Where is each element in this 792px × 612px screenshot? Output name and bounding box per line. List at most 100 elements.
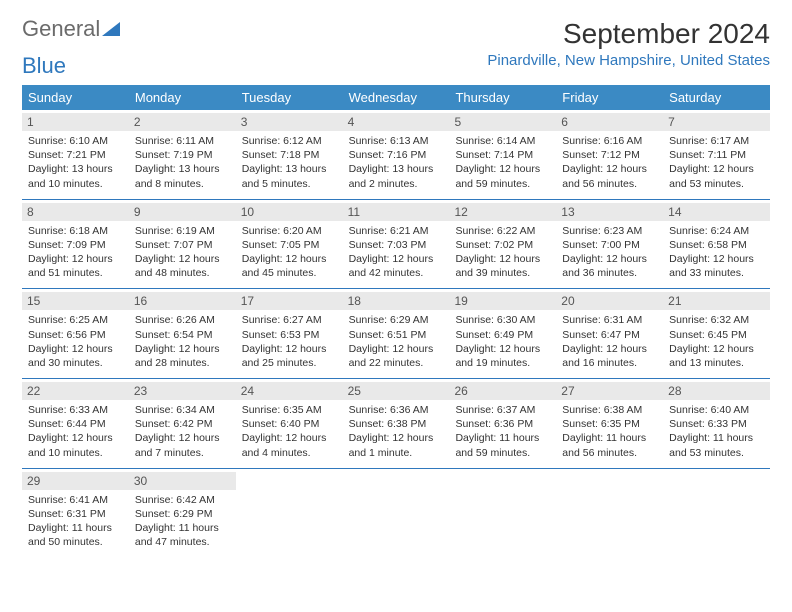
sun-line: Daylight: 12 hours [135,431,230,445]
sun-line: Sunrise: 6:21 AM [349,224,444,238]
sun-line: Daylight: 12 hours [562,162,657,176]
empty-cell [236,469,343,558]
day-number: 3 [236,113,343,131]
sun-line: Sunrise: 6:33 AM [28,403,123,417]
sun-line: Daylight: 12 hours [455,342,550,356]
day-cell: 6Sunrise: 6:16 AMSunset: 7:12 PMDaylight… [556,110,663,199]
day-header: Tuesday [236,85,343,110]
sun-line: Daylight: 13 hours [135,162,230,176]
sun-line: and 36 minutes. [562,266,657,280]
day-number: 11 [343,203,450,221]
sun-line: and 4 minutes. [242,446,337,460]
sun-line: Sunset: 6:42 PM [135,417,230,431]
day-cell: 20Sunrise: 6:31 AMSunset: 6:47 PMDayligh… [556,289,663,378]
week-row: 29Sunrise: 6:41 AMSunset: 6:31 PMDayligh… [22,469,770,558]
sun-line: Sunrise: 6:19 AM [135,224,230,238]
day-number: 7 [663,113,770,131]
day-number: 13 [556,203,663,221]
sun-line: Sunset: 7:21 PM [28,148,123,162]
empty-cell [663,469,770,558]
sun-line: and 39 minutes. [455,266,550,280]
sun-line: Sunrise: 6:35 AM [242,403,337,417]
sun-line: and 7 minutes. [135,446,230,460]
sun-line: and 53 minutes. [669,177,764,191]
day-cell: 18Sunrise: 6:29 AMSunset: 6:51 PMDayligh… [343,289,450,378]
day-cell: 2Sunrise: 6:11 AMSunset: 7:19 PMDaylight… [129,110,236,199]
sun-line: Sunrise: 6:29 AM [349,313,444,327]
day-cell: 12Sunrise: 6:22 AMSunset: 7:02 PMDayligh… [449,200,556,289]
day-cell: 9Sunrise: 6:19 AMSunset: 7:07 PMDaylight… [129,200,236,289]
sun-line: and 16 minutes. [562,356,657,370]
day-cell: 23Sunrise: 6:34 AMSunset: 6:42 PMDayligh… [129,379,236,468]
sun-line: Sunrise: 6:31 AM [562,313,657,327]
day-cell: 16Sunrise: 6:26 AMSunset: 6:54 PMDayligh… [129,289,236,378]
day-number: 26 [449,382,556,400]
day-header: Friday [556,85,663,110]
sun-line: Sunrise: 6:22 AM [455,224,550,238]
day-cell: 27Sunrise: 6:38 AMSunset: 6:35 PMDayligh… [556,379,663,468]
day-header-row: SundayMondayTuesdayWednesdayThursdayFrid… [22,85,770,110]
sun-line: Sunrise: 6:14 AM [455,134,550,148]
day-number: 20 [556,292,663,310]
sun-line: Sunrise: 6:17 AM [669,134,764,148]
day-cell: 10Sunrise: 6:20 AMSunset: 7:05 PMDayligh… [236,200,343,289]
week-row: 15Sunrise: 6:25 AMSunset: 6:56 PMDayligh… [22,289,770,379]
sun-line: and 59 minutes. [455,177,550,191]
sun-line: Sunrise: 6:20 AM [242,224,337,238]
day-cell: 14Sunrise: 6:24 AMSunset: 6:58 PMDayligh… [663,200,770,289]
day-number: 28 [663,382,770,400]
month-title: September 2024 [487,18,770,50]
sun-line: Sunset: 7:09 PM [28,238,123,252]
day-number: 19 [449,292,556,310]
sun-line: Sunrise: 6:32 AM [669,313,764,327]
sun-line: Sunset: 7:03 PM [349,238,444,252]
sun-line: Daylight: 12 hours [669,252,764,266]
day-number: 12 [449,203,556,221]
sun-line: Sunset: 7:18 PM [242,148,337,162]
day-number: 1 [22,113,129,131]
empty-cell [343,469,450,558]
day-cell: 19Sunrise: 6:30 AMSunset: 6:49 PMDayligh… [449,289,556,378]
sun-line: Sunrise: 6:23 AM [562,224,657,238]
week-row: 22Sunrise: 6:33 AMSunset: 6:44 PMDayligh… [22,379,770,469]
sun-line: Sunrise: 6:38 AM [562,403,657,417]
day-number: 24 [236,382,343,400]
sun-line: Daylight: 12 hours [562,252,657,266]
sun-line: and 10 minutes. [28,177,123,191]
sun-line: and 45 minutes. [242,266,337,280]
day-cell: 29Sunrise: 6:41 AMSunset: 6:31 PMDayligh… [22,469,129,558]
sun-line: Sunset: 7:02 PM [455,238,550,252]
day-header: Monday [129,85,236,110]
day-number: 5 [449,113,556,131]
sun-line: Daylight: 12 hours [455,162,550,176]
sun-line: Daylight: 12 hours [28,252,123,266]
sun-line: Sunrise: 6:11 AM [135,134,230,148]
sun-line: Sunrise: 6:13 AM [349,134,444,148]
day-cell: 24Sunrise: 6:35 AMSunset: 6:40 PMDayligh… [236,379,343,468]
sun-line: Sunset: 6:35 PM [562,417,657,431]
sun-line: and 10 minutes. [28,446,123,460]
sun-line: Sunset: 6:45 PM [669,328,764,342]
sun-line: Sunset: 6:54 PM [135,328,230,342]
day-number: 2 [129,113,236,131]
sun-line: Sunrise: 6:18 AM [28,224,123,238]
sun-line: Sunset: 6:29 PM [135,507,230,521]
sun-line: Sunset: 6:51 PM [349,328,444,342]
sun-line: Daylight: 11 hours [28,521,123,535]
sun-line: Sunrise: 6:41 AM [28,493,123,507]
sun-line: Sunset: 6:56 PM [28,328,123,342]
sun-line: Daylight: 12 hours [242,431,337,445]
day-cell: 26Sunrise: 6:37 AMSunset: 6:36 PMDayligh… [449,379,556,468]
sun-line: Sunset: 7:07 PM [135,238,230,252]
sun-line: Sunset: 7:16 PM [349,148,444,162]
sun-line: Sunrise: 6:42 AM [135,493,230,507]
sun-line: Daylight: 12 hours [669,342,764,356]
sun-line: Daylight: 13 hours [242,162,337,176]
day-cell: 5Sunrise: 6:14 AMSunset: 7:14 PMDaylight… [449,110,556,199]
sun-line: Daylight: 12 hours [28,342,123,356]
day-number: 15 [22,292,129,310]
sun-line: and 5 minutes. [242,177,337,191]
sun-line: Sunset: 6:44 PM [28,417,123,431]
sun-line: Sunset: 6:49 PM [455,328,550,342]
sun-line: Daylight: 12 hours [349,252,444,266]
